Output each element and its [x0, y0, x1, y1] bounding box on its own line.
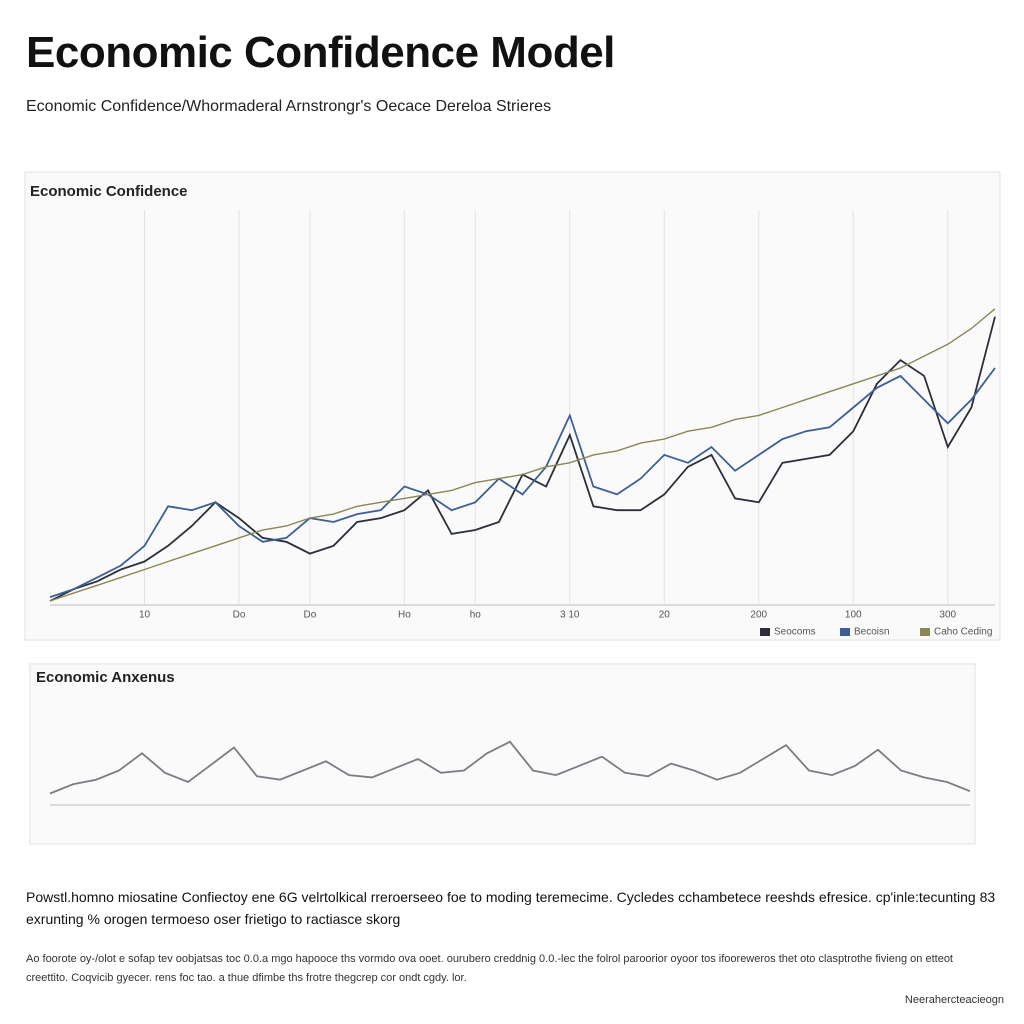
legend-swatch [840, 628, 850, 636]
footer: Neerahercteacieogn [904, 994, 1004, 1006]
series-line [49, 308, 996, 602]
page-title: Economic Confidence Model [26, 28, 615, 77]
series-line [49, 740, 971, 795]
series-line [49, 367, 996, 598]
panel [29, 663, 976, 845]
chart-title: Economic Anxenus [36, 669, 175, 686]
paragraph: Powstl.homno miosatine Confiectoy ene 6G… [26, 889, 996, 927]
x-tick-label: Do [303, 610, 316, 621]
x-tick-label: 200 [750, 610, 767, 621]
page-subtitle: Economic Confidence/Whormaderal Arnstron… [26, 98, 552, 115]
x-tick-label: 10 [139, 610, 151, 621]
x-tick-label: 20 [659, 610, 671, 621]
panel [24, 171, 1001, 641]
x-tick-label: Ho [398, 610, 411, 621]
legend-swatch [760, 628, 770, 636]
x-tick-label: Do [233, 610, 246, 621]
legend-label: Seocoms [774, 627, 816, 638]
x-tick-label: 300 [939, 610, 956, 621]
x-tick-label: 3 10 [560, 610, 580, 621]
x-tick-label: 100 [845, 610, 862, 621]
chart-title: Economic Confidence [30, 183, 188, 200]
x-tick-label: ho [470, 610, 482, 621]
legend-swatch [920, 628, 930, 636]
note: Ao foorote oy-/olot e sofap tev oobjatsa… [26, 953, 953, 984]
legend-label: Caho Ceding [934, 627, 992, 638]
legend-label: Becoisn [854, 627, 890, 638]
